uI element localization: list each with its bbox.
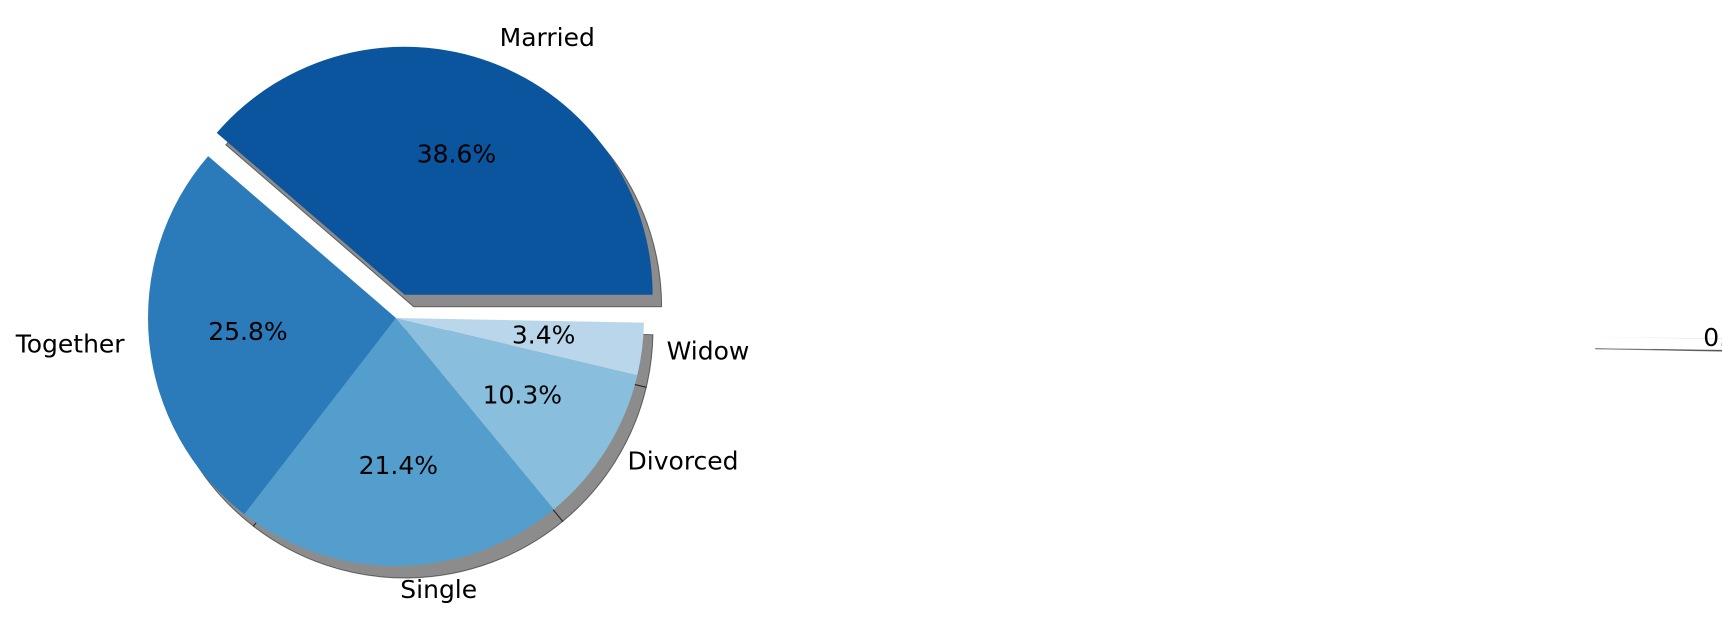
slice-alone <box>1586 336 1722 340</box>
slice-pct-widow: 3.4% <box>512 321 576 350</box>
slice-label-married: Married <box>500 23 595 52</box>
slice-together <box>147 156 396 515</box>
slice-pct-alone: 0.1% <box>1703 323 1722 352</box>
slice-married <box>216 46 653 295</box>
slice-pct-together: 25.8% <box>208 317 287 346</box>
slice-shadow-alone <box>1595 348 1722 352</box>
slice-label-together: Together <box>15 329 126 358</box>
slice-single <box>244 318 554 566</box>
slice-widow <box>396 318 644 376</box>
slice-label-widow: Widow <box>667 336 750 365</box>
slice-label-single: Single <box>400 575 477 604</box>
slice-pct-divorced: 10.3% <box>483 381 562 410</box>
pie-labels: Married 38.6% Together 25.8% Single 21.4% Divo… <box>15 23 1722 604</box>
slice-divorced <box>396 318 638 510</box>
slice-pct-single: 21.4% <box>359 451 438 480</box>
slice-label-divorced: Divorced <box>628 446 739 475</box>
slice-pct-married: 38.6% <box>417 139 496 168</box>
pie-wedges <box>147 46 1722 566</box>
